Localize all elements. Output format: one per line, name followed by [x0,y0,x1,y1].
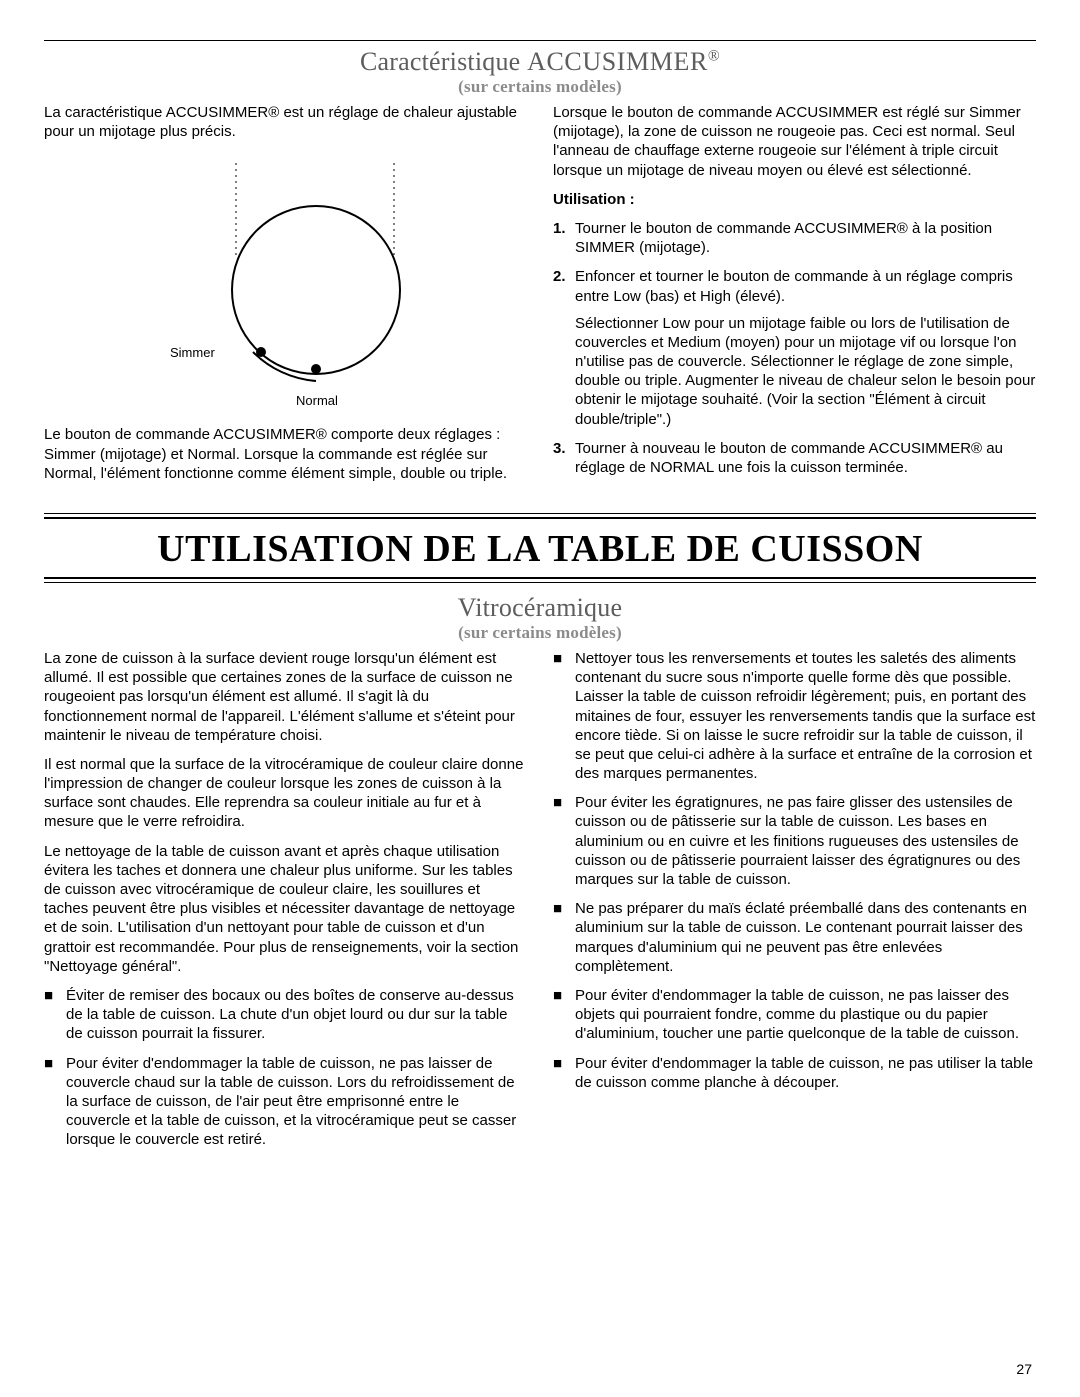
bullet-text: Nettoyer tous les renversements et toute… [575,649,1036,783]
list-item: ■Pour éviter d'endommager la table de cu… [44,1054,527,1150]
bullet-text: Pour éviter d'endommager la table de cui… [575,1054,1036,1092]
step-text: Tourner à nouveau le bouton de commande … [575,439,1036,477]
list-item: ■Pour éviter d'endommager la table de cu… [553,1054,1036,1092]
bullet-icon: ■ [44,986,66,1044]
step-text: Tourner le bouton de commande ACCUSIMMER… [575,219,1036,257]
usage-steps: 1. Tourner le bouton de commande ACCUSIM… [553,219,1036,477]
section2-left-col: La zone de cuisson à la surface devient … [44,649,527,1160]
step-2-main: Enfoncer et tourner le bouton de command… [575,268,1013,304]
s1-right-heading: Utilisation : [553,190,1036,209]
section2-title: Vitrocéramique [44,593,1036,623]
s2-left-p1: La zone de cuisson à la surface devient … [44,649,527,745]
section2-subtitle: (sur certains modèles) [44,623,1036,643]
bullet-icon: ■ [553,793,575,889]
list-item: ■Nettoyer tous les renversements et tout… [553,649,1036,783]
step-2: 2. Enfoncer et tourner le bouton de comm… [553,267,1036,429]
diagram-label-normal: Normal [296,393,338,408]
reg-mark: ® [708,47,720,64]
s2-left-bullets: ■Éviter de remiser des bocaux ou des boî… [44,986,527,1150]
bullet-text: Ne pas préparer du maïs éclaté préemball… [575,899,1036,976]
bullet-text: Pour éviter d'endommager la table de cui… [575,986,1036,1044]
section2-right-col: ■Nettoyer tous les renversements et tout… [553,649,1036,1160]
bullet-icon: ■ [553,1054,575,1092]
main-heading: UTILISATION DE LA TABLE DE CUISSON [44,519,1036,577]
page-number: 27 [1016,1361,1032,1377]
section1-subtitle: (sur certains modèles) [44,77,1036,97]
s2-left-p3: Le nettoyage de la table de cuisson avan… [44,842,527,976]
step-num: 1. [553,219,575,257]
bullet-text: Éviter de remiser des bocaux ou des boît… [66,986,527,1044]
list-item: ■Éviter de remiser des bocaux ou des boî… [44,986,527,1044]
s2-right-bullets: ■Nettoyer tous les renversements et tout… [553,649,1036,1092]
step-3: 3. Tourner à nouveau le bouton de comman… [553,439,1036,477]
accusimmer-diagram: Simmer Normal [44,151,527,425]
section1-title-pre: Caractéristique [360,47,527,76]
bullet-icon: ■ [44,1054,66,1150]
step-num: 3. [553,439,575,477]
section1-title: Caractéristique ACCUSIMMER® [44,47,1036,77]
section1-title-caps: ACCUSIMMER [527,47,708,76]
bullet-icon: ■ [553,986,575,1044]
s2-left-p2: Il est normal que la surface de la vitro… [44,755,527,832]
s1-right-p1: Lorsque le bouton de commande ACCUSIMMER… [553,103,1036,180]
diagram-label-simmer: Simmer [170,345,215,360]
step-text: Enfoncer et tourner le bouton de command… [575,267,1036,429]
bullet-icon: ■ [553,899,575,976]
step-num: 2. [553,267,575,429]
bullet-text: Pour éviter les égratignures, ne pas fai… [575,793,1036,889]
list-item: ■Pour éviter d'endommager la table de cu… [553,986,1036,1044]
list-item: ■Ne pas préparer du maïs éclaté préembal… [553,899,1036,976]
list-item: ■Pour éviter les égratignures, ne pas fa… [553,793,1036,889]
bullet-icon: ■ [553,649,575,783]
s1-left-p2: Le bouton de commande ACCUSIMMER® compor… [44,425,527,483]
step-2-sub: Sélectionner Low pour un mijotage faible… [575,314,1036,429]
section1-right-col: Lorsque le bouton de commande ACCUSIMMER… [553,103,1036,493]
bullet-text: Pour éviter d'endommager la table de cui… [66,1054,527,1150]
step-1: 1. Tourner le bouton de commande ACCUSIM… [553,219,1036,257]
s1-left-p1: La caractéristique ACCUSIMMER® est un ré… [44,103,527,141]
section1-left-col: La caractéristique ACCUSIMMER® est un ré… [44,103,527,493]
